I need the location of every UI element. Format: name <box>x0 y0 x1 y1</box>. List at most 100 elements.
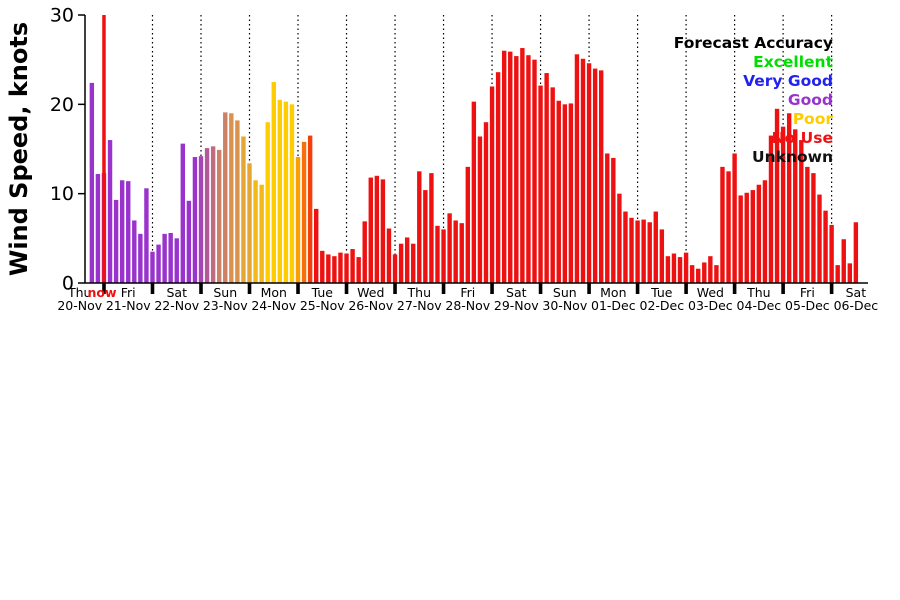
wind-speed-bar <box>453 220 458 283</box>
wind-speed-bar <box>853 222 859 283</box>
wind-speed-bar <box>811 173 816 283</box>
wind-speed-bar <box>671 253 677 283</box>
wind-speed-bar <box>180 143 186 283</box>
wind-speed-bar <box>744 192 749 283</box>
wind-speed-bar <box>495 72 501 283</box>
wind-speed-bar <box>829 224 834 283</box>
day-date-label: 05-Dec <box>785 298 830 313</box>
wind-speed-bar <box>562 104 568 283</box>
wind-speed-bar <box>144 188 149 283</box>
wind-speed-bar <box>732 153 737 283</box>
wind-speed-bar <box>301 141 307 283</box>
wind-speed-bar <box>259 184 264 283</box>
legend-entry-unknown: Unknown <box>752 148 833 166</box>
legend-entry-very-good: Very Good <box>743 72 833 90</box>
wind-speed-bar <box>702 262 707 283</box>
day-date-label: 28-Nov <box>445 298 490 313</box>
wind-speed-bar <box>659 229 665 283</box>
wind-speed-bar <box>605 153 610 283</box>
wind-speed-bar <box>459 223 464 283</box>
wind-speed-bar <box>174 238 179 283</box>
wind-speed-bar <box>210 146 216 283</box>
wind-speed-bar <box>805 166 810 283</box>
day-boundary-tick <box>102 283 106 294</box>
wind-speed-bar <box>447 213 452 283</box>
wind-speed-bar <box>126 181 131 283</box>
day-date-label: 04-Dec <box>737 298 782 313</box>
wind-speed-bar <box>762 180 768 283</box>
day-boundary-tick <box>684 283 688 294</box>
wind-speed-bar <box>793 129 798 283</box>
day-date-label: 21-Nov <box>106 298 151 313</box>
wind-speed-bar <box>841 239 846 283</box>
day-date-label: 27-Nov <box>397 298 442 313</box>
wind-speed-bar <box>714 265 719 283</box>
wind-speed-bar <box>198 156 204 283</box>
wind-speed-bar <box>113 199 119 283</box>
day-date-label: 22-Nov <box>154 298 199 313</box>
y-tick-label: 30 <box>50 5 74 27</box>
wind-speed-bar <box>429 173 434 283</box>
day-date-label: 03-Dec <box>688 298 733 313</box>
wind-speed-bar <box>356 257 361 283</box>
day-name-label: Mon <box>261 285 287 300</box>
wind-speed-bar <box>320 250 325 283</box>
day-name-label: Wed <box>697 285 724 300</box>
day-name-label: Fri <box>800 285 815 300</box>
y-tick-label: 20 <box>50 94 74 116</box>
wind-speed-bar <box>720 166 725 283</box>
wind-speed-bar <box>629 217 634 283</box>
wind-speed-bar <box>235 120 240 283</box>
wind-speed-bar <box>556 100 561 283</box>
wind-speed-bar <box>574 54 580 283</box>
wind-speed-bar <box>799 140 804 283</box>
wind-speed-bar <box>635 220 640 283</box>
wind-speed-bar <box>708 256 713 283</box>
wind-speed-bar <box>150 251 155 283</box>
wind-speed-bar <box>780 126 786 284</box>
wind-speed-bar <box>501 50 507 283</box>
day-boundary-tick <box>781 283 785 294</box>
wind-speed-bar <box>617 193 622 283</box>
wind-speed-bar <box>786 113 792 284</box>
wind-speed-bar <box>738 195 743 283</box>
wind-speed-bar <box>132 220 137 283</box>
day-name-label: Sun <box>553 285 577 300</box>
day-boundary-tick <box>538 283 543 294</box>
wind-speed-bar <box>423 190 428 283</box>
day-boundary-tick <box>247 283 252 294</box>
day-name-label: Sat <box>166 285 187 300</box>
wind-speed-bar <box>119 180 125 283</box>
legend-title: Forecast Accuracy <box>674 34 833 52</box>
wind-speed-bar <box>326 254 331 283</box>
day-boundary-tick <box>393 283 397 294</box>
wind-speed-bar <box>847 263 853 283</box>
wind-speed-bar <box>138 233 143 283</box>
day-name-label: Tue <box>650 285 673 300</box>
wind-speed-bar <box>380 179 386 283</box>
wind-speed-bar <box>374 175 380 283</box>
wind-speed-bar <box>477 136 483 283</box>
wind-speed-bar <box>362 221 367 283</box>
y-tick-label: 10 <box>50 183 74 205</box>
wind-speed-bar <box>314 208 319 283</box>
wind-speed-bar <box>823 210 828 283</box>
wind-speed-bar <box>550 87 555 283</box>
wind-speed-bar <box>168 232 173 283</box>
wind-speed-bar <box>526 55 531 284</box>
day-name-label: Thu <box>746 285 770 300</box>
day-name-label: Sun <box>213 285 237 300</box>
wind-speed-bar <box>441 229 446 283</box>
wind-speed-bar <box>295 157 301 283</box>
wind-speed-bar <box>586 63 592 283</box>
legend-entry-good: Good <box>788 91 833 109</box>
day-boundary-tick <box>199 283 203 294</box>
wind-speed-bar <box>283 101 289 283</box>
now-label: now <box>87 285 116 300</box>
wind-speed-bar <box>665 256 671 283</box>
day-date-label: 24-Nov <box>251 298 296 313</box>
y-axis-title: Wind Speed, knots <box>5 22 33 276</box>
day-name-label: Tue <box>311 285 334 300</box>
wind-speed-bar <box>514 56 519 283</box>
